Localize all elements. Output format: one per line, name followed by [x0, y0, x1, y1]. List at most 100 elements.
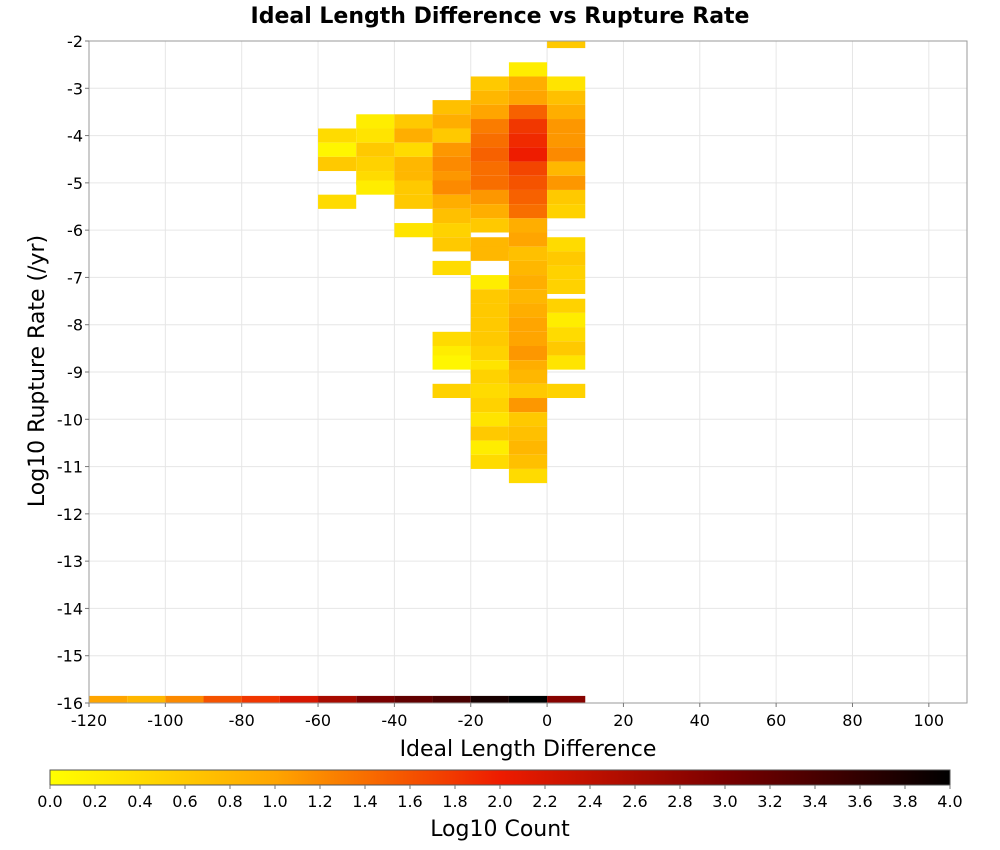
heatmap-cell [470, 695, 509, 703]
heatmap-cell [203, 695, 242, 703]
heatmap-cell [547, 189, 586, 205]
heatmap-cell [470, 175, 509, 190]
heatmap-cell [470, 161, 509, 176]
heatmap-cell [470, 218, 509, 233]
heatmap-cell [394, 180, 433, 195]
heatmap-cell [470, 104, 509, 120]
x-tick-label: -100 [147, 711, 183, 730]
colorbar-tick-label: 1.6 [397, 792, 422, 811]
heatmap-cell [470, 412, 509, 427]
x-tick-label: 80 [842, 711, 862, 730]
heatmap-cell [508, 161, 548, 176]
heatmap-cell [470, 345, 509, 361]
heatmap-cell [508, 331, 548, 346]
heatmap-cell [470, 317, 509, 332]
x-tick-label: -120 [71, 711, 107, 730]
colorbar-tick-label: 3.4 [802, 792, 827, 811]
heatmap-cell [508, 345, 548, 361]
heatmap-cell [508, 275, 548, 290]
heatmap-cell [356, 156, 395, 172]
heatmap-cell [508, 303, 548, 318]
heatmap-cell [394, 114, 433, 129]
y-tick-label: -13 [57, 552, 83, 571]
y-tick-label: -15 [57, 647, 83, 666]
y-tick-label: -5 [67, 174, 83, 193]
heatmap-cell [394, 142, 433, 157]
heatmap-cell [470, 246, 509, 261]
heatmap-cell [547, 147, 586, 162]
heatmap-cell [508, 175, 548, 190]
y-tick-label: -4 [67, 127, 83, 146]
heatmap-cell [508, 454, 548, 469]
y-tick-label: -2 [67, 32, 83, 51]
heatmap-cell [508, 147, 548, 162]
heatmap-cell [432, 331, 471, 346]
x-tick-label: 40 [690, 711, 710, 730]
colorbar-tick-label: 2.2 [532, 792, 557, 811]
colorbar-tick-label: 2.0 [487, 792, 512, 811]
heatmap-cell [432, 114, 471, 129]
heatmap-cell [508, 119, 548, 134]
heatmap-cell [432, 695, 471, 703]
heatmap-cell [432, 208, 471, 224]
colorbar-tick-label: 0.6 [172, 792, 197, 811]
heatmap-cell [508, 133, 548, 148]
heatmap-cell [318, 142, 357, 157]
heatmap-cell [394, 194, 433, 209]
heatmap-cell [470, 369, 509, 384]
heatmap-cell [470, 440, 509, 455]
colorbar-tick-label: 2.8 [667, 792, 692, 811]
x-axis-ticks: -120 -100 -80 -60 -40 -20 0 20 40 60 80 100 [71, 703, 944, 730]
heatmap-cell [318, 695, 357, 703]
heatmap-cell [432, 194, 471, 209]
x-tick-label: 100 [914, 711, 945, 730]
heatmap-cell [356, 142, 395, 157]
heatmap-cell [318, 128, 357, 143]
heatmap-cell [394, 128, 433, 143]
heatmap-cell [547, 341, 586, 356]
y-tick-label: -3 [67, 79, 83, 98]
colorbar-tick-label: 0.8 [217, 792, 242, 811]
heatmap-cell [470, 454, 509, 469]
y-tick-label: -11 [57, 458, 83, 477]
heatmap-cell [279, 695, 319, 703]
colorbar [49, 769, 951, 786]
heatmap-cell [508, 426, 548, 441]
colorbar-tick-label: 0.4 [127, 792, 152, 811]
heatmap-cell [508, 289, 548, 304]
y-axis-label: Log10 Rupture Rate (/yr) [25, 235, 50, 507]
heatmap-cell [547, 204, 586, 219]
heatmap-cell [508, 246, 548, 261]
heatmap-cell [470, 289, 509, 304]
heatmap-cell [318, 156, 357, 172]
heatmap-cell [547, 90, 586, 105]
heatmap-cell [470, 275, 509, 290]
heatmap-cell [432, 355, 471, 370]
x-tick-label: -60 [305, 711, 331, 730]
heatmap-cell [394, 156, 433, 172]
heatmap-cell [470, 303, 509, 318]
heatmap-cell [508, 440, 548, 455]
heatmap-cell [508, 218, 548, 233]
heatmap-cell [508, 104, 548, 120]
chart-title: Ideal Length Difference vs Rupture Rate [251, 4, 750, 29]
x-tick-label: 20 [613, 711, 633, 730]
x-tick-label: -20 [458, 711, 484, 730]
heatmap-cell [508, 90, 548, 105]
colorbar-tick-label: 0.2 [82, 792, 107, 811]
colorbar-tick-label: 1.8 [442, 792, 467, 811]
heatmap-cell [470, 90, 509, 105]
heatmap-cell [508, 62, 548, 77]
heatmap-cell [356, 114, 395, 129]
heatmap-cell [547, 76, 586, 91]
x-tick-label: -80 [229, 711, 255, 730]
heatmap-cell [508, 369, 548, 384]
colorbar-tick-label: 2.4 [577, 792, 602, 811]
heatmap-cell [470, 119, 509, 134]
heatmap-cell [547, 41, 586, 49]
y-tick-label: -10 [57, 410, 83, 429]
heatmap-cell [356, 180, 395, 195]
heatmap-cell [470, 133, 509, 148]
x-tick-label: -40 [381, 711, 407, 730]
